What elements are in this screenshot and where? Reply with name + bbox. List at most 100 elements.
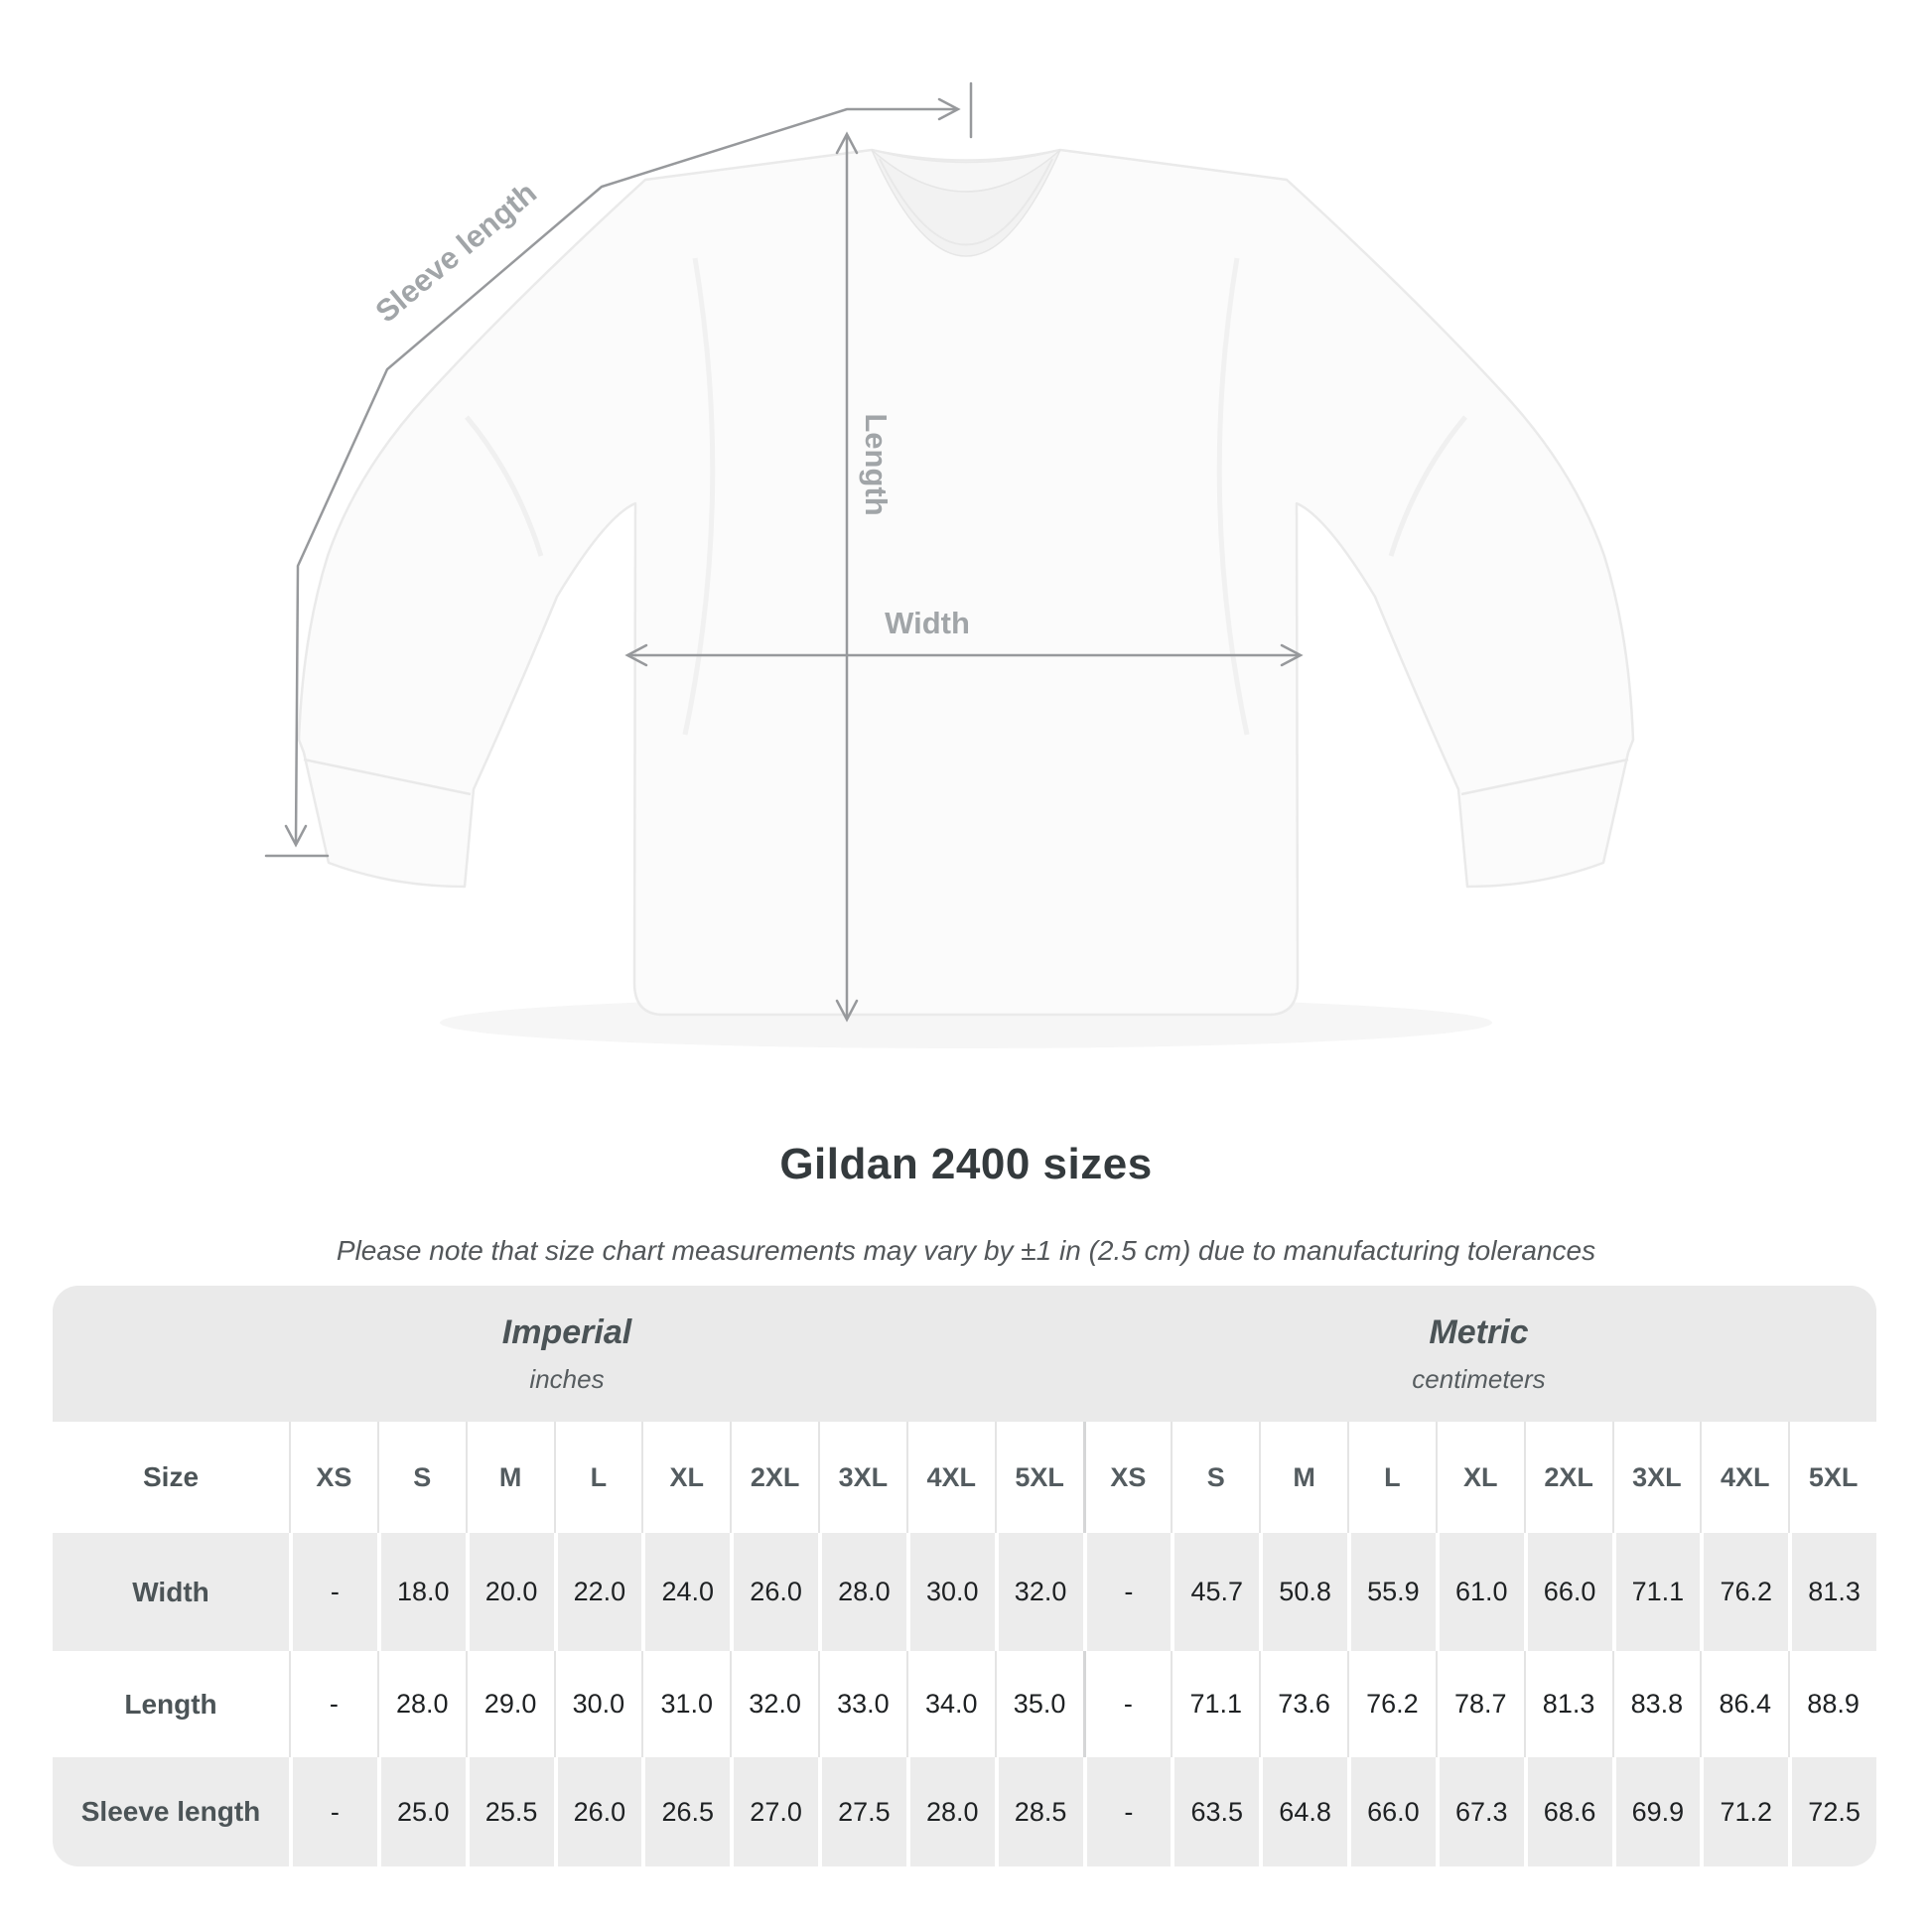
cuff-seam-left [303,758,472,796]
col-header: 2XL [1523,1422,1612,1533]
table-cell: 30.0 [905,1533,995,1651]
col-header: 4XL [1700,1422,1788,1533]
table-cell: 73.6 [1259,1651,1347,1757]
table-cell: 29.0 [465,1651,554,1757]
collar-band [871,149,1061,257]
table-cell: 78.7 [1435,1651,1524,1757]
table-cell: 28.0 [376,1651,466,1757]
table-cell: 76.2 [1347,1651,1436,1757]
row-label: Sleeve length [80,1796,261,1827]
col-header: S [1171,1422,1259,1533]
col-header: XL [641,1422,730,1533]
crease-sleeve-right [1388,415,1467,557]
table-cell: 88.9 [1788,1651,1876,1757]
table-cell: 20.0 [465,1533,554,1651]
table-cell: 71.1 [1171,1651,1259,1757]
length-arrow [835,131,859,1023]
width-arrow [624,643,1304,667]
table-cell: 22.0 [553,1533,642,1651]
size-column-header: Size [142,1461,200,1492]
table-cell: 26.0 [730,1533,818,1651]
table-cell: 50.8 [1259,1533,1347,1651]
table-cell: 25.5 [465,1757,554,1866]
table-cell: 30.0 [553,1651,642,1757]
table-cell: 18.0 [376,1533,466,1651]
shirt-graphic [297,148,1635,1017]
table-cell: 55.9 [1347,1533,1436,1651]
col-header: XS [1082,1422,1172,1533]
table-cell: 72.5 [1788,1757,1876,1866]
table-cell: 26.0 [553,1757,642,1866]
table-cell: 25.0 [376,1757,466,1866]
crease-sleeve-left [465,415,544,557]
table-cell: 24.0 [641,1533,730,1651]
row-label: Width [132,1576,209,1607]
table-cell: 33.0 [818,1651,906,1757]
table-cell: 28.0 [905,1757,995,1866]
collar-stitch [879,158,1053,246]
table-cell: 86.4 [1700,1651,1788,1757]
unit-label: Metric [1429,1312,1529,1351]
cuff-seam-right [1460,758,1629,796]
width-arrowhead-right [1280,643,1304,667]
table-cell: 76.2 [1700,1533,1788,1651]
unit-groups-band: Imperial inches Metric centimeters [53,1286,1876,1422]
sleeve-length-arrowhead-right [937,97,961,121]
table-row-width: Width - 18.0 20.0 22.0 24.0 26.0 28.0 30… [53,1533,1876,1651]
table-row-sleeve-length: Sleeve length - 25.0 25.5 26.0 26.5 27.0… [53,1757,1876,1866]
unit-sublabel: inches [529,1363,605,1394]
table-cell: 64.8 [1259,1757,1347,1866]
table-cell: 71.2 [1700,1757,1788,1866]
col-header: L [1347,1422,1436,1533]
table-cell: - [289,1651,377,1757]
size-table: Imperial inches Metric centimeters Size … [53,1286,1876,1866]
table-cell: 26.5 [641,1757,730,1866]
table-header-row: Size XS S M L XL 2XL 3XL 4XL 5XL XS S M … [53,1422,1876,1533]
col-header: 2XL [730,1422,818,1533]
row-label: Length [124,1688,217,1720]
col-header: 5XL [1788,1422,1876,1533]
width-arrowhead-left [624,643,648,667]
table-cell: 27.5 [818,1757,906,1866]
width-label: Width [885,606,970,640]
col-header: 3XL [818,1422,906,1533]
unit-sublabel: centimeters [1412,1363,1546,1394]
col-header: 5XL [994,1422,1083,1533]
col-header: M [1259,1422,1347,1533]
table-cell: 66.0 [1523,1533,1612,1651]
unit-label: Imperial [501,1312,632,1351]
table-cell: 32.0 [994,1533,1083,1651]
table-cell: 81.3 [1788,1533,1876,1651]
table-cell: - [289,1757,377,1866]
page-title: Gildan 2400 sizes [779,1140,1153,1188]
table-cell: - [1082,1757,1172,1866]
page-subtitle: Please note that size chart measurements… [336,1235,1596,1266]
unit-group-imperial: Imperial inches [53,1286,1081,1422]
table-cell: 66.0 [1347,1757,1436,1866]
col-header: XS [289,1422,377,1533]
col-header: XL [1435,1422,1524,1533]
table-cell: 81.3 [1523,1651,1612,1757]
col-header: 3XL [1611,1422,1701,1533]
table-cell: 63.5 [1171,1757,1259,1866]
crease-left [682,257,716,736]
table-cell: 45.7 [1171,1533,1259,1651]
table-cell: 28.0 [818,1533,906,1651]
table-cell: 34.0 [905,1651,995,1757]
table-cell: 71.1 [1611,1533,1701,1651]
sleeve-length-arrowhead-down [284,824,308,848]
crease-right [1216,257,1250,736]
table-cell: 28.5 [994,1757,1083,1866]
col-header: M [465,1422,554,1533]
measurement-arrows [264,81,1304,1023]
length-arrowhead-up [835,131,859,155]
unit-group-metric: Metric centimeters [1081,1286,1876,1422]
table-cell: 32.0 [730,1651,818,1757]
table-cell: - [289,1533,377,1651]
table-cell: 61.0 [1435,1533,1524,1651]
shirt-diagram: Sleeve length Length Width [264,81,1635,1023]
table-cell: 27.0 [730,1757,818,1866]
table-cell: 31.0 [641,1651,730,1757]
table-cell: 67.3 [1435,1757,1524,1866]
